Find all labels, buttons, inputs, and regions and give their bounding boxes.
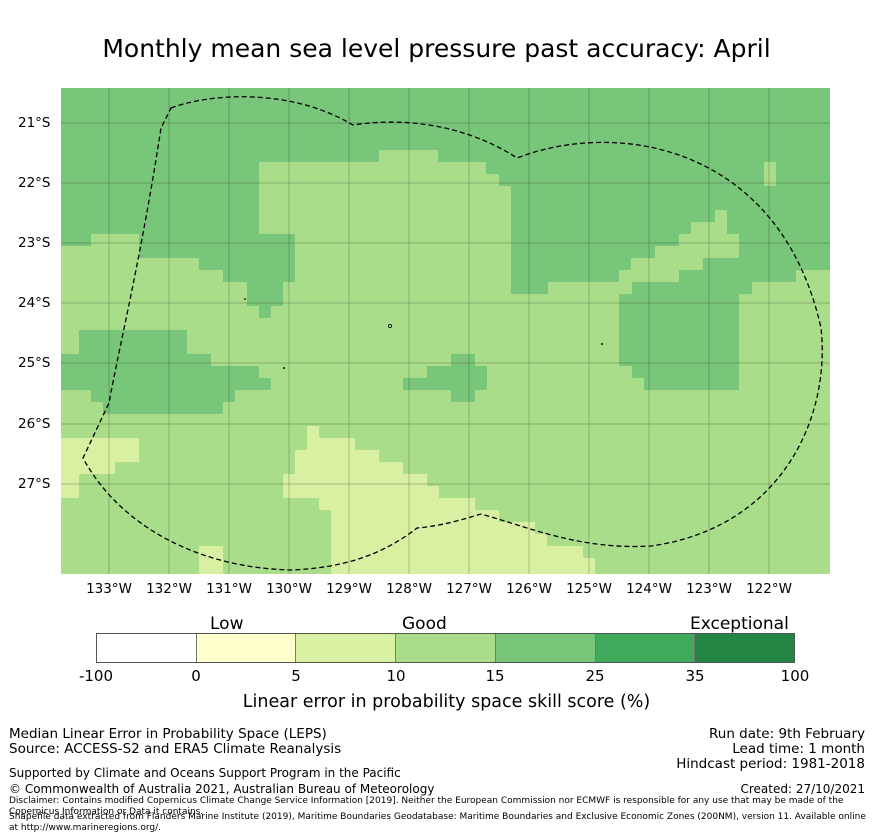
chart-title: Monthly mean sea level pressure past acc…: [102, 34, 771, 63]
eez-boundary: [82, 96, 823, 571]
colorbar-tick: 35: [685, 667, 705, 685]
footer-run-date: Run date: 9th February: [708, 726, 865, 742]
legend-category-exceptional: Exceptional: [690, 614, 789, 634]
region-medium-islet: [403, 354, 487, 402]
lon-label: 130°W: [266, 581, 312, 597]
colorbar-label: Linear error in probability space skill …: [242, 692, 651, 712]
colorbar-tick: 25: [585, 667, 605, 685]
region-light-south: [283, 426, 595, 574]
colorbar-tick: 5: [291, 667, 301, 685]
legend-category-low: Low: [210, 614, 244, 634]
lat-label: 26°S: [18, 416, 51, 432]
lat-label: 22°S: [18, 175, 51, 191]
footer-disclaimer: Disclaimer: Contains modified Copernicus…: [9, 796, 844, 817]
footer-created: Created: 27/10/2021: [740, 782, 865, 796]
footer-support: Supported by Climate and Oceans Support …: [9, 766, 401, 780]
lon-label: 131°W: [206, 581, 252, 597]
lon-label: 132°W: [146, 581, 192, 597]
island-icon: [387, 323, 392, 328]
footer-method: Median Linear Error in Probability Space…: [9, 726, 327, 742]
footer-copyright: © Commonwealth of Australia 2021, Austra…: [9, 782, 435, 796]
island-icon: [601, 342, 604, 345]
footer-shapefile: Shapefile data extracted from Flanders M…: [9, 812, 866, 833]
lat-label: 24°S: [18, 295, 51, 311]
colorbar: [96, 633, 795, 663]
lat-label: 27°S: [18, 476, 51, 492]
island-icon: [282, 366, 285, 369]
lat-label: 23°S: [18, 235, 51, 251]
colorbar-segment: [695, 634, 795, 662]
region-good-spot: [764, 162, 776, 186]
lon-label: 126°W: [506, 581, 552, 597]
lon-label: 125°W: [566, 581, 612, 597]
map-panel: [61, 88, 830, 574]
region-medium-west: [61, 330, 271, 414]
lon-label: 127°W: [446, 581, 492, 597]
lon-label: 133°W: [86, 581, 132, 597]
footer-hindcast: Hindcast period: 1981-2018: [676, 756, 865, 772]
islands: [244, 298, 604, 369]
colorbar-tick: 100: [780, 667, 810, 685]
lon-label: 124°W: [626, 581, 672, 597]
colorbar-tick: 15: [485, 667, 505, 685]
lon-label: 128°W: [386, 581, 432, 597]
colorbar-tick: 0: [191, 667, 201, 685]
footer-lead-time: Lead time: 1 month: [732, 741, 865, 757]
region-light-sw: [199, 546, 223, 574]
footer-source: Source: ACCESS-S2 and ERA5 Climate Reana…: [9, 741, 342, 757]
island-icon: [244, 298, 246, 300]
colorbar-segment: [595, 634, 696, 662]
lon-label: 129°W: [326, 581, 372, 597]
colorbar-tick: -100: [78, 667, 114, 685]
colorbar-segment: [495, 634, 596, 662]
region-medium-north: [61, 88, 830, 318]
skill-region-5-10: [61, 426, 595, 574]
colorbar-segment: [97, 634, 197, 662]
region-medium-east: [619, 294, 739, 390]
legend-category-good: Good: [402, 614, 447, 634]
region-light-west: [61, 438, 139, 498]
colorbar-segment: [396, 634, 496, 662]
colorbar-segment: [196, 634, 297, 662]
lat-label: 21°S: [18, 115, 51, 131]
colorbar-segment: [296, 634, 397, 662]
graticule: [61, 88, 830, 574]
lat-label: 25°S: [18, 355, 51, 371]
map-svg: [61, 88, 830, 574]
lon-label: 122°W: [746, 581, 792, 597]
lon-label: 123°W: [686, 581, 732, 597]
colorbar-tick: 10: [386, 667, 406, 685]
